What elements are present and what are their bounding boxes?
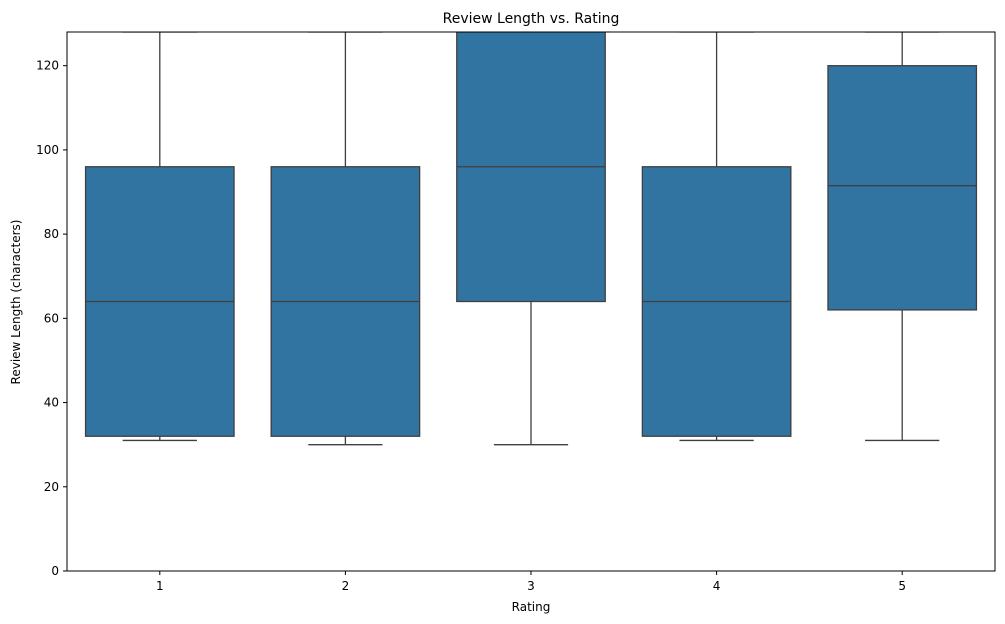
- y-tick-label: 60: [44, 311, 59, 325]
- chart-title: Review Length vs. Rating: [443, 11, 620, 27]
- x-tick-label: 2: [342, 579, 350, 593]
- box-group-rating-3: [456, 32, 606, 446]
- x-tick-label: 5: [898, 579, 906, 593]
- plot-area: [84, 32, 978, 446]
- y-tick-label: 40: [44, 396, 59, 410]
- x-tick-label: 1: [156, 579, 164, 593]
- x-tick-label: 4: [713, 579, 721, 593]
- x-tick-label: 3: [527, 579, 535, 593]
- y-axis: 0 20 40 60 80 100 120: [36, 59, 67, 578]
- x-axis-label: Rating: [512, 600, 551, 614]
- box-group-rating-4: [641, 32, 792, 442]
- box-iqr: [827, 65, 978, 311]
- y-tick-label: 20: [44, 480, 59, 494]
- y-tick-label: 80: [44, 227, 59, 241]
- y-axis-label: Review Length (characters): [9, 220, 23, 385]
- box-group-rating-5: [827, 32, 978, 442]
- box-group-rating-2: [270, 32, 421, 446]
- y-tick-label: 120: [36, 59, 59, 73]
- y-tick-label: 0: [51, 564, 59, 578]
- plot-frame: [66, 31, 996, 572]
- y-tick-label: 100: [36, 143, 59, 157]
- box-group-rating-1: [84, 32, 235, 442]
- x-axis: 1 2 3 4 5: [156, 571, 906, 593]
